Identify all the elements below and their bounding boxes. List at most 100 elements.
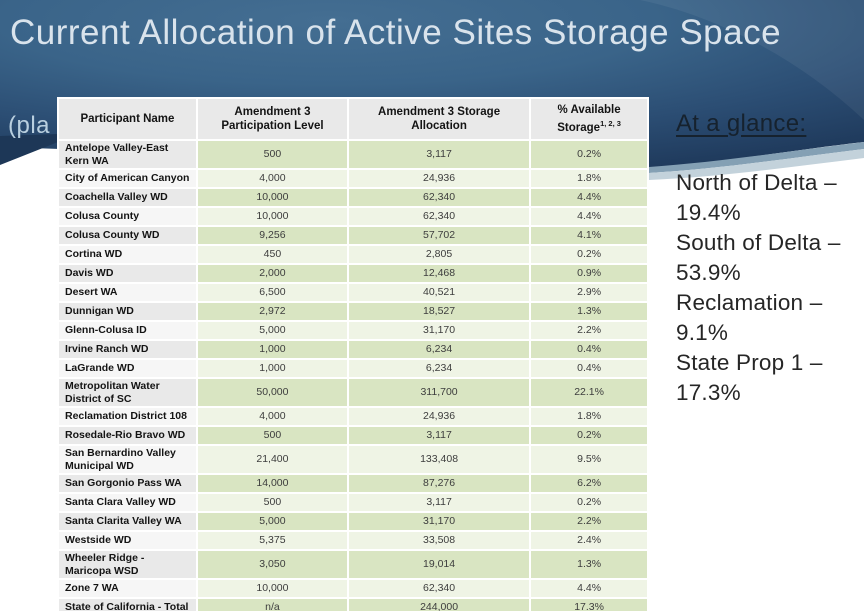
table-row: Coachella Valley WD 10,000 62,340 4.4% <box>59 189 647 208</box>
table-row: Irvine Ranch WD 1,000 6,234 0.4% <box>59 341 647 360</box>
storage-allocation-cell: 62,340 <box>348 580 532 599</box>
available-storage-cell: 17.3% <box>531 599 647 611</box>
glance-stat: South of Delta – 53.9% <box>676 228 864 288</box>
table-row: Colusa County 10,000 62,340 4.4% <box>59 208 647 227</box>
participant-name-cell: Santa Clarita Valley WA <box>59 513 198 532</box>
participation-level-cell: 5,000 <box>197 513 349 532</box>
storage-allocation-cell: 62,340 <box>348 189 532 208</box>
table-row: City of American Canyon 4,000 24,936 1.8% <box>59 170 647 189</box>
glance-stat-label: State Prop 1 – <box>676 350 823 375</box>
participant-name-cell: Metropolitan Water District of SC <box>59 379 198 408</box>
glance-stat-label: South of Delta – <box>676 230 841 255</box>
participation-level-cell: 10,000 <box>197 208 349 227</box>
participation-level-cell: 500 <box>197 494 349 513</box>
footnote-markers: 1, 2, 3 <box>600 119 621 129</box>
storage-allocation-cell: 31,170 <box>348 322 532 341</box>
available-storage-cell: 0.2% <box>531 246 647 265</box>
available-storage-cell: 4.4% <box>531 189 647 208</box>
glance-stat-value: 17.3% <box>676 380 741 405</box>
participant-name-cell: San Gorgonio Pass WA <box>59 475 198 494</box>
participation-level-cell: 9,256 <box>197 227 349 246</box>
participant-name-cell: State of California - Total <box>59 599 198 611</box>
table-row: Rosedale-Rio Bravo WD 500 3,117 0.2% <box>59 427 647 446</box>
participation-level-cell: 500 <box>197 141 349 170</box>
storage-allocation-cell: 12,468 <box>348 265 532 284</box>
participant-name-cell: Westside WD <box>59 532 198 551</box>
slide-title: Current Allocation of Active Sites Stora… <box>10 13 782 52</box>
participation-level-cell: 10,000 <box>197 580 349 599</box>
storage-allocation-cell: 244,000 <box>348 599 532 611</box>
available-storage-cell: 2.2% <box>531 513 647 532</box>
participation-level-cell: 1,000 <box>197 360 349 379</box>
participation-level-cell: 1,000 <box>197 341 349 360</box>
glance-stat-value: 19.4% <box>676 200 741 225</box>
column-header-storage-allocation: Amendment 3 Storage Allocation <box>348 99 532 141</box>
participant-name-cell: Santa Clara Valley WD <box>59 494 198 513</box>
available-storage-cell: 4.1% <box>531 227 647 246</box>
storage-allocation-cell: 3,117 <box>348 494 532 513</box>
table-row: State of California - Total n/a 244,000 17.… <box>59 599 647 611</box>
participation-level-cell: 4,000 <box>197 170 349 189</box>
storage-allocation-cell: 31,170 <box>348 513 532 532</box>
available-storage-cell: 2.4% <box>531 532 647 551</box>
participant-name-cell: Colusa County WD <box>59 227 198 246</box>
available-storage-cell: 4.4% <box>531 208 647 227</box>
table-row: Wheeler Ridge - Maricopa WSD 3,050 19,014 1… <box>59 551 647 580</box>
participant-name-cell: San Bernardino Valley Municipal WD <box>59 446 198 475</box>
table-row: San Bernardino Valley Municipal WD 21,400… <box>59 446 647 475</box>
glance-stat-value: 9.1% <box>676 320 729 345</box>
at-a-glance-stats: North of Delta – 19.4% South of Delta – 53.… <box>676 168 864 408</box>
participant-name-cell: Colusa County <box>59 208 198 227</box>
participation-level-cell: n/a <box>197 599 349 611</box>
table-row: Santa Clarita Valley WA 5,000 31,170 2.2% <box>59 513 647 532</box>
available-storage-cell: 4.4% <box>531 580 647 599</box>
table-header: Participant Name Amendment 3 Participati… <box>59 99 647 141</box>
storage-allocation-cell: 24,936 <box>348 170 532 189</box>
available-storage-cell: 0.2% <box>531 141 647 170</box>
storage-allocation-cell: 57,702 <box>348 227 532 246</box>
participation-level-cell: 2,972 <box>197 303 349 322</box>
participation-level-cell: 21,400 <box>197 446 349 475</box>
available-storage-cell: 0.4% <box>531 341 647 360</box>
participation-level-cell: 14,000 <box>197 475 349 494</box>
table-row: Santa Clara Valley WD 500 3,117 0.2% <box>59 494 647 513</box>
participant-name-cell: Reclamation District 108 <box>59 408 198 427</box>
allocation-table-body: Antelope Valley-East Kern WA 500 3,117 0.2%… <box>59 141 647 611</box>
table-row: Cortina WD 450 2,805 0.2% <box>59 246 647 265</box>
available-storage-cell: 2.2% <box>531 322 647 341</box>
column-header-participation-level: Amendment 3 Participation Level <box>197 99 349 141</box>
participant-name-cell: Zone 7 WA <box>59 580 198 599</box>
participation-level-cell: 500 <box>197 427 349 446</box>
available-storage-cell: 1.8% <box>531 170 647 189</box>
participant-name-cell: Cortina WD <box>59 246 198 265</box>
participant-name-cell: Glenn-Colusa ID <box>59 322 198 341</box>
column-header-available-storage: % Available Storage1, 2, 3 <box>531 99 647 141</box>
participant-name-cell: LaGrande WD <box>59 360 198 379</box>
glance-stat: Reclamation – 9.1% <box>676 288 864 348</box>
table-row: LaGrande WD 1,000 6,234 0.4% <box>59 360 647 379</box>
glance-stat: State Prop 1 – 17.3% <box>676 348 864 408</box>
allocation-table: Participant Name Amendment 3 Participati… <box>57 97 649 611</box>
available-storage-cell: 1.8% <box>531 408 647 427</box>
participant-name-cell: Wheeler Ridge - Maricopa WSD <box>59 551 198 580</box>
at-a-glance-heading: At a glance: <box>676 110 807 137</box>
table-row: Antelope Valley-East Kern WA 500 3,117 0.2% <box>59 141 647 170</box>
storage-allocation-cell: 62,340 <box>348 208 532 227</box>
participation-level-cell: 450 <box>197 246 349 265</box>
participant-name-cell: Antelope Valley-East Kern WA <box>59 141 198 170</box>
table-row: Zone 7 WA 10,000 62,340 4.4% <box>59 580 647 599</box>
available-storage-cell: 22.1% <box>531 379 647 408</box>
glance-stat-label: Reclamation – <box>676 290 823 315</box>
available-storage-cell: 9.5% <box>531 446 647 475</box>
available-storage-cell: 2.9% <box>531 284 647 303</box>
swoosh-highlight-band-dark <box>649 142 864 173</box>
glance-stat-label: North of Delta – <box>676 170 837 195</box>
storage-allocation-cell: 133,408 <box>348 446 532 475</box>
participant-name-cell: Davis WD <box>59 265 198 284</box>
available-storage-cell: 6.2% <box>531 475 647 494</box>
available-storage-cell: 1.3% <box>531 303 647 322</box>
participation-level-cell: 2,000 <box>197 265 349 284</box>
participant-name-cell: Rosedale-Rio Bravo WD <box>59 427 198 446</box>
storage-allocation-cell: 19,014 <box>348 551 532 580</box>
available-storage-cell: 1.3% <box>531 551 647 580</box>
